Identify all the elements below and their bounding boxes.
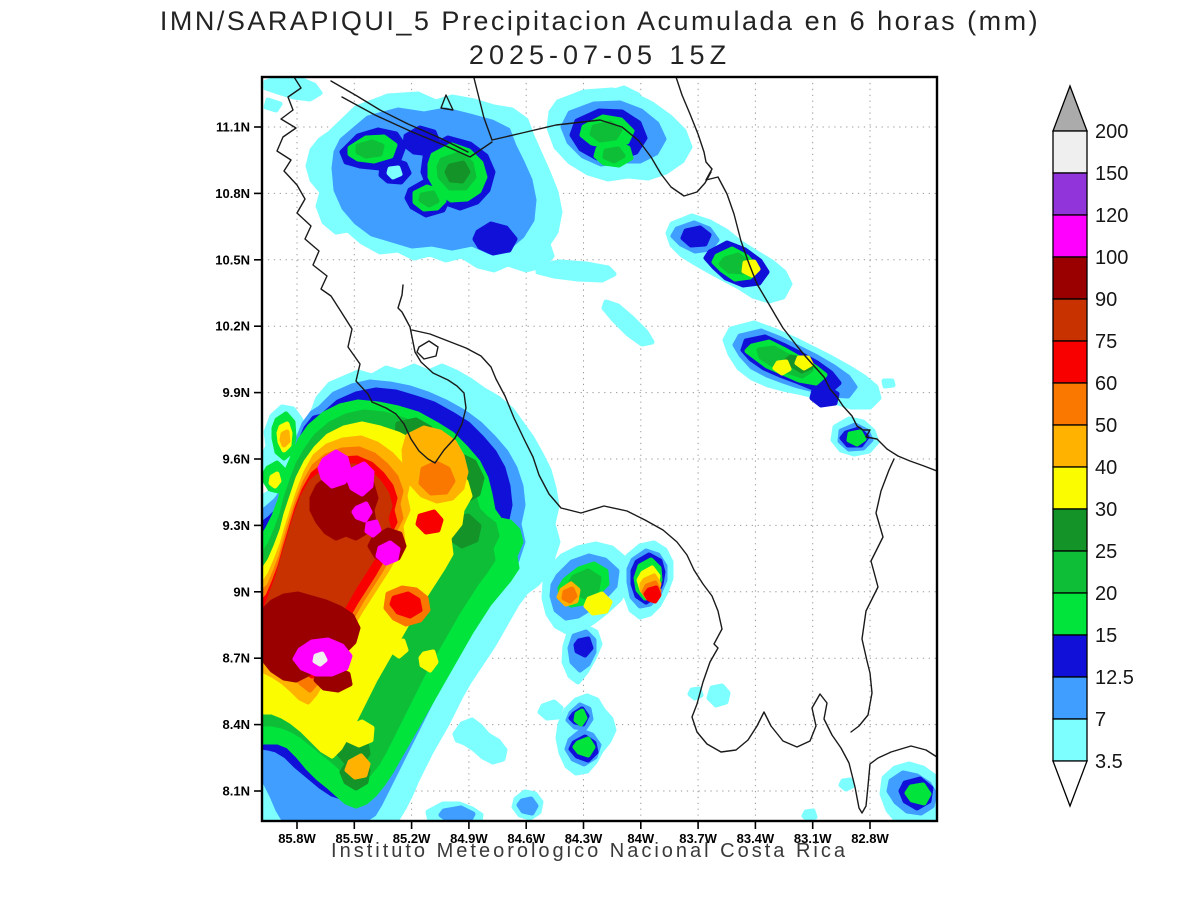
colorbar-label: 3.5 [1095, 751, 1123, 773]
attribution-footer: Instituto Meteorologico Nacional Costa R… [331, 840, 848, 862]
y-tick-label: 11.1N [216, 120, 250, 135]
colorbar-band [1052, 214, 1088, 258]
colorbar-band [1052, 382, 1088, 426]
colorbar-band [1052, 718, 1088, 762]
colorbar-label: 50 [1095, 415, 1117, 437]
colorbar-label: 120 [1095, 205, 1128, 227]
colorbar-band [1052, 298, 1088, 342]
colorbar-label: 75 [1095, 331, 1117, 353]
colorbar-label: 7 [1095, 709, 1106, 731]
pacific-coast-nicoya [276, 78, 467, 464]
x-tick-label: 85.8W [278, 831, 316, 846]
x-tick-label: 83.7W [679, 831, 717, 846]
panama-border [850, 458, 895, 733]
lake-nicaragua-east-shore [473, 78, 493, 141]
y-tick-label: 9N [233, 584, 250, 599]
y-tick-label: 10.8N [215, 186, 250, 201]
map-plot: 85.8W 85.5W 85.2W 84.9W 84.6W 84.3W 84W 83.7W 83… [215, 75, 939, 847]
coastline-layer [276, 78, 936, 814]
colorbar-label: 12.5 [1095, 667, 1134, 689]
colorbar-band [1052, 466, 1088, 510]
colorbar-label: 60 [1095, 373, 1117, 395]
colorbar-band [1052, 676, 1088, 720]
y-tick-label: 10.2N [215, 319, 250, 334]
x-tick-label: 84W [627, 831, 654, 846]
colorbar-label: 200 [1095, 121, 1128, 143]
page-title: IMN/SARAPIQUI_5 Precipitacion Acumulada … [0, 6, 1200, 71]
map-title-line2: 2025-07-05 15Z [468, 40, 732, 70]
colorbar-band [1052, 256, 1088, 300]
axis-ticks-and-labels: 85.8W 85.5W 85.2W 84.9W 84.6W 84.3W 84W 83.7W 83… [215, 120, 889, 847]
colorbar-legend: 200 150 120 100 90 75 60 50 40 30 25 20 15 12.5 7 3.5 [1052, 84, 1134, 808]
y-tick-label: 9.3N [223, 518, 250, 533]
colorbar-label: 40 [1095, 457, 1117, 479]
colorbar-band [1052, 508, 1088, 552]
y-tick-label: 8.7N [223, 651, 250, 666]
colorbar-label: 20 [1095, 583, 1117, 605]
y-tick-label: 8.1N [223, 784, 250, 799]
colorbar-band [1052, 130, 1088, 174]
caribbean-coast [675, 78, 936, 472]
colorbar-band [1052, 172, 1088, 216]
colorbar-label: 100 [1095, 247, 1128, 269]
colorbar-arrow-up [1052, 84, 1088, 132]
x-tick-label: 83.1W [794, 831, 832, 846]
san-juan-border [491, 119, 712, 197]
chira-island [416, 340, 439, 360]
x-tick-label: 85.5W [336, 831, 374, 846]
y-tick-label: 9.6N [223, 452, 250, 467]
colorbar-label: 25 [1095, 541, 1117, 563]
x-tick-label: 84.3W [565, 831, 603, 846]
colorbar-label: 30 [1095, 499, 1117, 521]
y-tick-label: 9.9N [223, 385, 250, 400]
y-tick-label: 10.5N [215, 252, 250, 267]
nicaragua-border-river [341, 96, 493, 158]
colorbar-arrow-down [1052, 760, 1088, 808]
ometepe-island [440, 94, 454, 111]
colorbar-label: 90 [1095, 289, 1117, 311]
colorbar-band [1052, 340, 1088, 384]
x-tick-label: 82.8W [851, 831, 889, 846]
colorbar-label: 150 [1095, 163, 1128, 185]
map-frame [260, 75, 939, 823]
y-tick-label: 8.4N [223, 717, 250, 732]
south-pacific-coast [411, 329, 936, 814]
colorbar-band [1052, 424, 1088, 468]
colorbar-label: 15 [1095, 625, 1117, 647]
colorbar-band [1052, 592, 1088, 636]
colorbar-band [1052, 634, 1088, 678]
colorbar-band [1052, 550, 1088, 594]
x-tick-label: 85.2W [393, 831, 431, 846]
lake-nicaragua-nw-shore [330, 80, 469, 153]
x-tick-label: 83.4W [737, 831, 775, 846]
x-tick-label: 84.6W [507, 831, 545, 846]
precipitation-shading [263, 78, 936, 820]
map-title-line1: IMN/SARAPIQUI_5 Precipitacion Acumulada … [159, 6, 1041, 36]
x-tick-label: 84.9W [450, 831, 488, 846]
